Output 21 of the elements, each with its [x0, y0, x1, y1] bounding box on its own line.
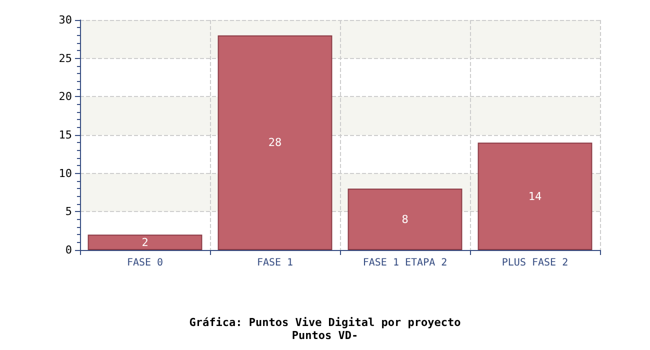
- text: Puntos VD-: [292, 329, 358, 342]
- y-tick-label: 0: [65, 244, 72, 256]
- bar: [478, 142, 592, 250]
- data-label: 28: [268, 136, 282, 150]
- y-tick-label: 15: [58, 128, 72, 142]
- text: Gráfica: Puntos Vive Digital por proyecto: [189, 316, 462, 329]
- y-tick-label: 20: [58, 90, 72, 104]
- data-label: 14: [528, 190, 542, 203]
- data-label: 8: [402, 212, 408, 226]
- bar: [88, 234, 202, 250]
- y-tick-label: 10: [58, 166, 72, 180]
- y-tick-label: 5: [65, 205, 72, 218]
- x-tick-label: FASE 1: [256, 258, 294, 268]
- x-tick-label: PLUS FASE 2: [502, 258, 568, 268]
- y-tick-label: 30: [58, 14, 72, 26]
- data-label: 2: [142, 236, 148, 249]
- y-tick-label: 25: [58, 52, 72, 65]
- x-tick-label: FASE 1 ETAPA 2: [362, 258, 448, 268]
- bar: [348, 188, 462, 250]
- x-tick-label: FASE 0: [126, 258, 164, 268]
- bar: [218, 35, 332, 250]
